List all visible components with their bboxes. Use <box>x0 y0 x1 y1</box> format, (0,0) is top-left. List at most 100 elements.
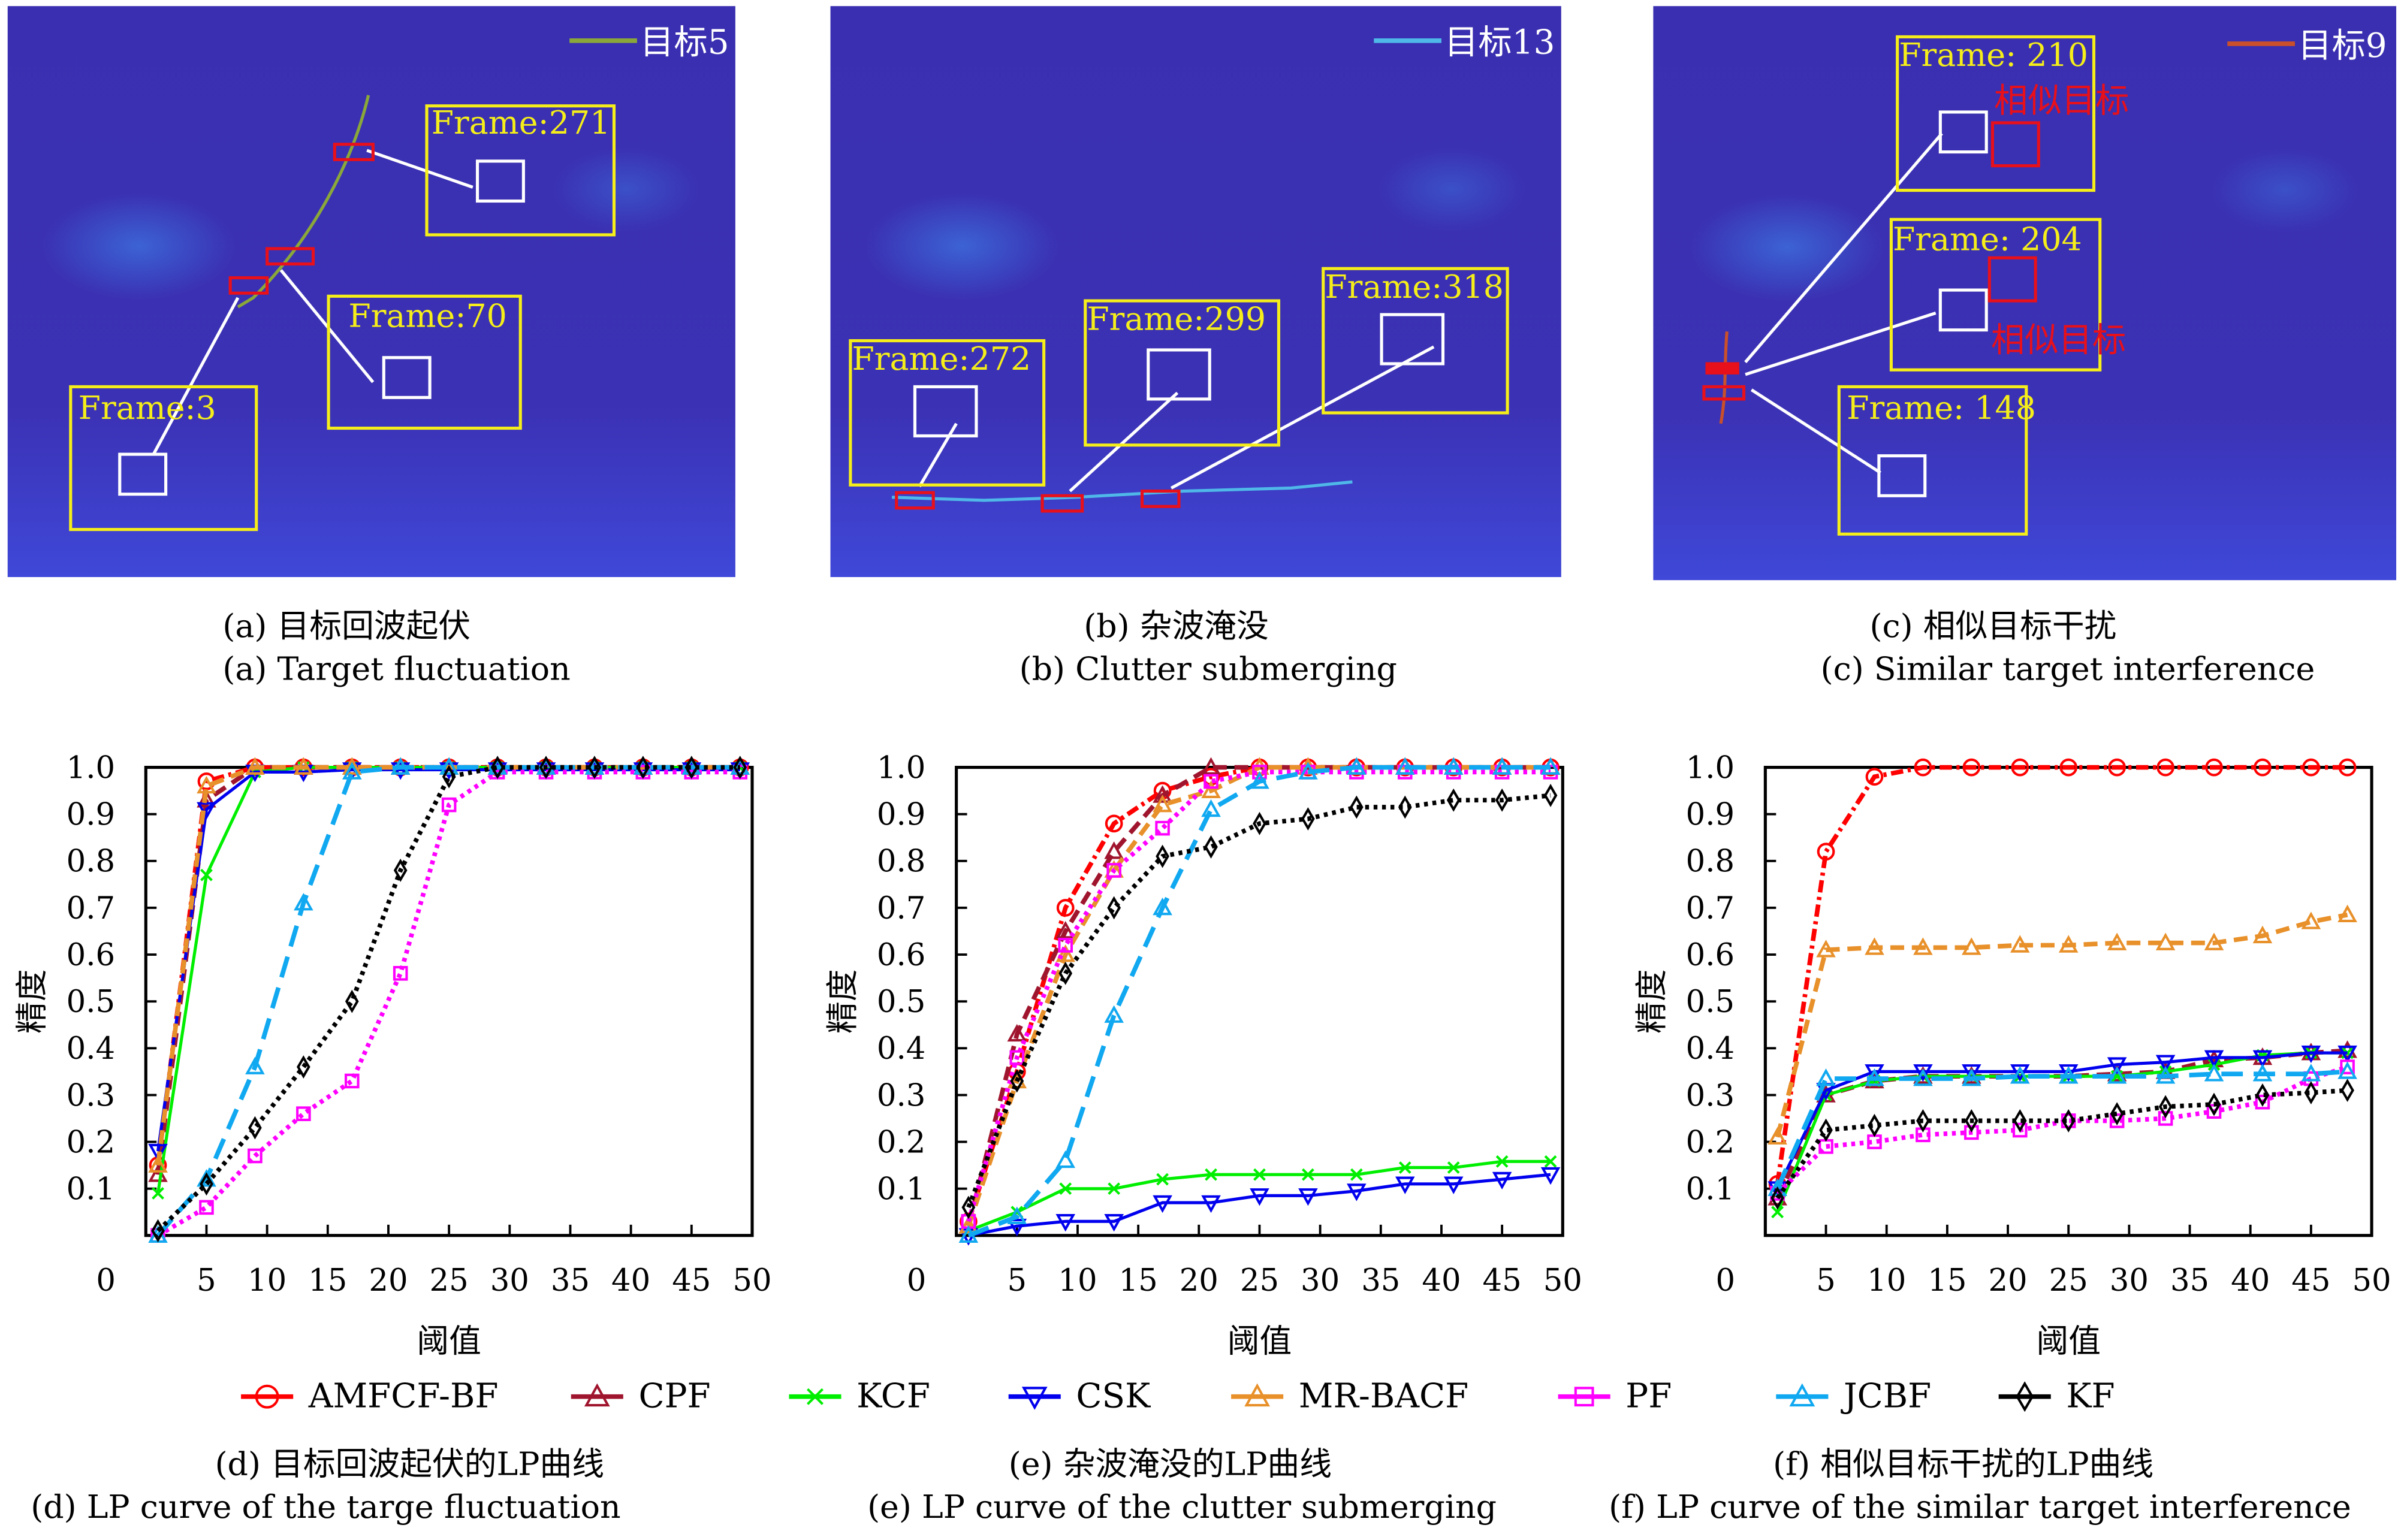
data-point <box>2010 1064 2030 1082</box>
series-line <box>156 766 740 1194</box>
data-point <box>1865 937 1884 955</box>
x-tick-label: 50 <box>2352 1263 2391 1299</box>
caption-e-en: (e) LP curve of the clutter submerging <box>867 1488 1497 1526</box>
series-mr-bacf <box>148 757 750 1173</box>
data-point <box>1771 1206 1784 1219</box>
data-point <box>1347 757 1367 775</box>
data-point <box>344 1073 360 1089</box>
data-point <box>1156 844 1169 868</box>
data-point <box>684 756 699 780</box>
data-point <box>345 989 359 1013</box>
connector-line <box>366 149 473 189</box>
data-point <box>1007 1206 1027 1224</box>
x-tick-label: 10 <box>248 1263 286 1299</box>
series-line <box>1775 912 2348 1138</box>
data-point <box>961 1195 976 1219</box>
data-point <box>1540 1167 1561 1185</box>
data-point <box>1253 811 1266 835</box>
data-point <box>1301 807 1315 831</box>
y-tick-label: 0.2 <box>877 1124 925 1160</box>
x-tick-label: 10 <box>1867 1263 1906 1299</box>
data-point <box>199 1200 214 1215</box>
y-tick-label: 0.4 <box>877 1031 925 1067</box>
data-point <box>1059 1182 1072 1195</box>
connector-line <box>1750 388 1881 475</box>
data-point <box>1253 1168 1266 1181</box>
frame-label: Frame:318 <box>1325 268 1504 306</box>
data-point <box>1913 1064 1933 1082</box>
data-point <box>2252 925 2273 944</box>
target-box <box>1938 288 1988 332</box>
y-tick-label: 0.8 <box>67 844 115 880</box>
legend-item: MR-BACF <box>1228 1375 1468 1418</box>
data-point <box>2107 1057 2127 1075</box>
series-jcbf <box>148 757 750 1243</box>
x-tick-label: 15 <box>308 1263 347 1299</box>
connector-line <box>1744 132 1943 364</box>
data-point <box>490 756 505 780</box>
y-tick-label: 0.6 <box>1686 937 1735 973</box>
y-tick-label: 0.2 <box>67 1124 115 1160</box>
track-overlay <box>891 345 1435 502</box>
track-overlay <box>152 95 473 455</box>
y-tick-label: 0.1 <box>67 1171 115 1207</box>
sonar-background <box>830 6 1561 578</box>
track-marker <box>228 276 269 295</box>
y-axis-label: 精度 <box>1633 969 1670 1034</box>
y-tick-label: 0.5 <box>877 984 925 1020</box>
y-tick-label: 0.6 <box>67 937 115 973</box>
data-point <box>1495 1155 1509 1168</box>
data-point <box>1962 937 1981 955</box>
data-point <box>1058 938 1073 953</box>
data-point <box>2156 758 2174 777</box>
x-tick-label: 15 <box>1928 1263 1966 1299</box>
y-tick-label: 0.8 <box>1686 844 1735 880</box>
data-point <box>1204 835 1218 859</box>
chart-legend: AMFCF-BF CPF KCF CSK MR-BACF PF JCBF KF <box>230 1375 2164 1430</box>
data-point <box>1201 780 1221 798</box>
connector-line <box>279 269 375 384</box>
legend-label: CSK <box>1076 1377 1151 1416</box>
data-point <box>1107 896 1121 920</box>
series-kcf <box>152 761 747 1200</box>
track-marker <box>1040 494 1084 513</box>
track-marker <box>266 247 315 266</box>
series-line <box>966 793 1551 1209</box>
data-point <box>1108 1182 1121 1195</box>
series-line <box>156 769 740 1238</box>
data-point <box>148 1155 168 1173</box>
x-tick-label: 15 <box>1119 1263 1158 1299</box>
data-point <box>390 762 411 780</box>
data-point <box>1104 841 1124 859</box>
data-point <box>2337 1045 2357 1064</box>
series-line <box>156 765 740 1237</box>
series-line <box>968 1173 1551 1237</box>
data-point <box>1104 1214 1124 1232</box>
caption-f-en: (f) LP curve of the similar target inter… <box>1609 1488 2351 1526</box>
legend-label: KCF <box>856 1377 930 1416</box>
series-line <box>155 765 740 1166</box>
track-marker <box>1702 385 1746 401</box>
data-point <box>2255 1094 2270 1110</box>
x-tick-label: 20 <box>369 1263 408 1299</box>
data-point <box>1819 1118 1833 1142</box>
series-line <box>1775 1069 2348 1190</box>
data-point <box>2107 1066 2127 1084</box>
plot-frame <box>1763 766 2373 1237</box>
data-point <box>197 1169 216 1187</box>
target-box <box>1877 454 1927 497</box>
data-point <box>245 1056 265 1074</box>
caption-d-cn: (d) 目标回波起伏的LP曲线 <box>215 1445 605 1483</box>
x-axis-label: 阈值 <box>1227 1322 1292 1360</box>
y-tick-label: 1.0 <box>877 750 925 786</box>
legend-marker-icon <box>1776 1383 1829 1407</box>
legend-marker-icon <box>1231 1383 1284 1407</box>
data-point <box>2301 1064 2321 1082</box>
series-cpf <box>148 757 750 1182</box>
data-point <box>1055 1214 1076 1232</box>
y-tick-label: 1.0 <box>1686 750 1735 786</box>
legend-label: MR-BACF <box>1298 1377 1469 1416</box>
data-point <box>2010 935 2030 953</box>
data-point <box>2205 758 2223 777</box>
data-point <box>1443 757 1464 775</box>
